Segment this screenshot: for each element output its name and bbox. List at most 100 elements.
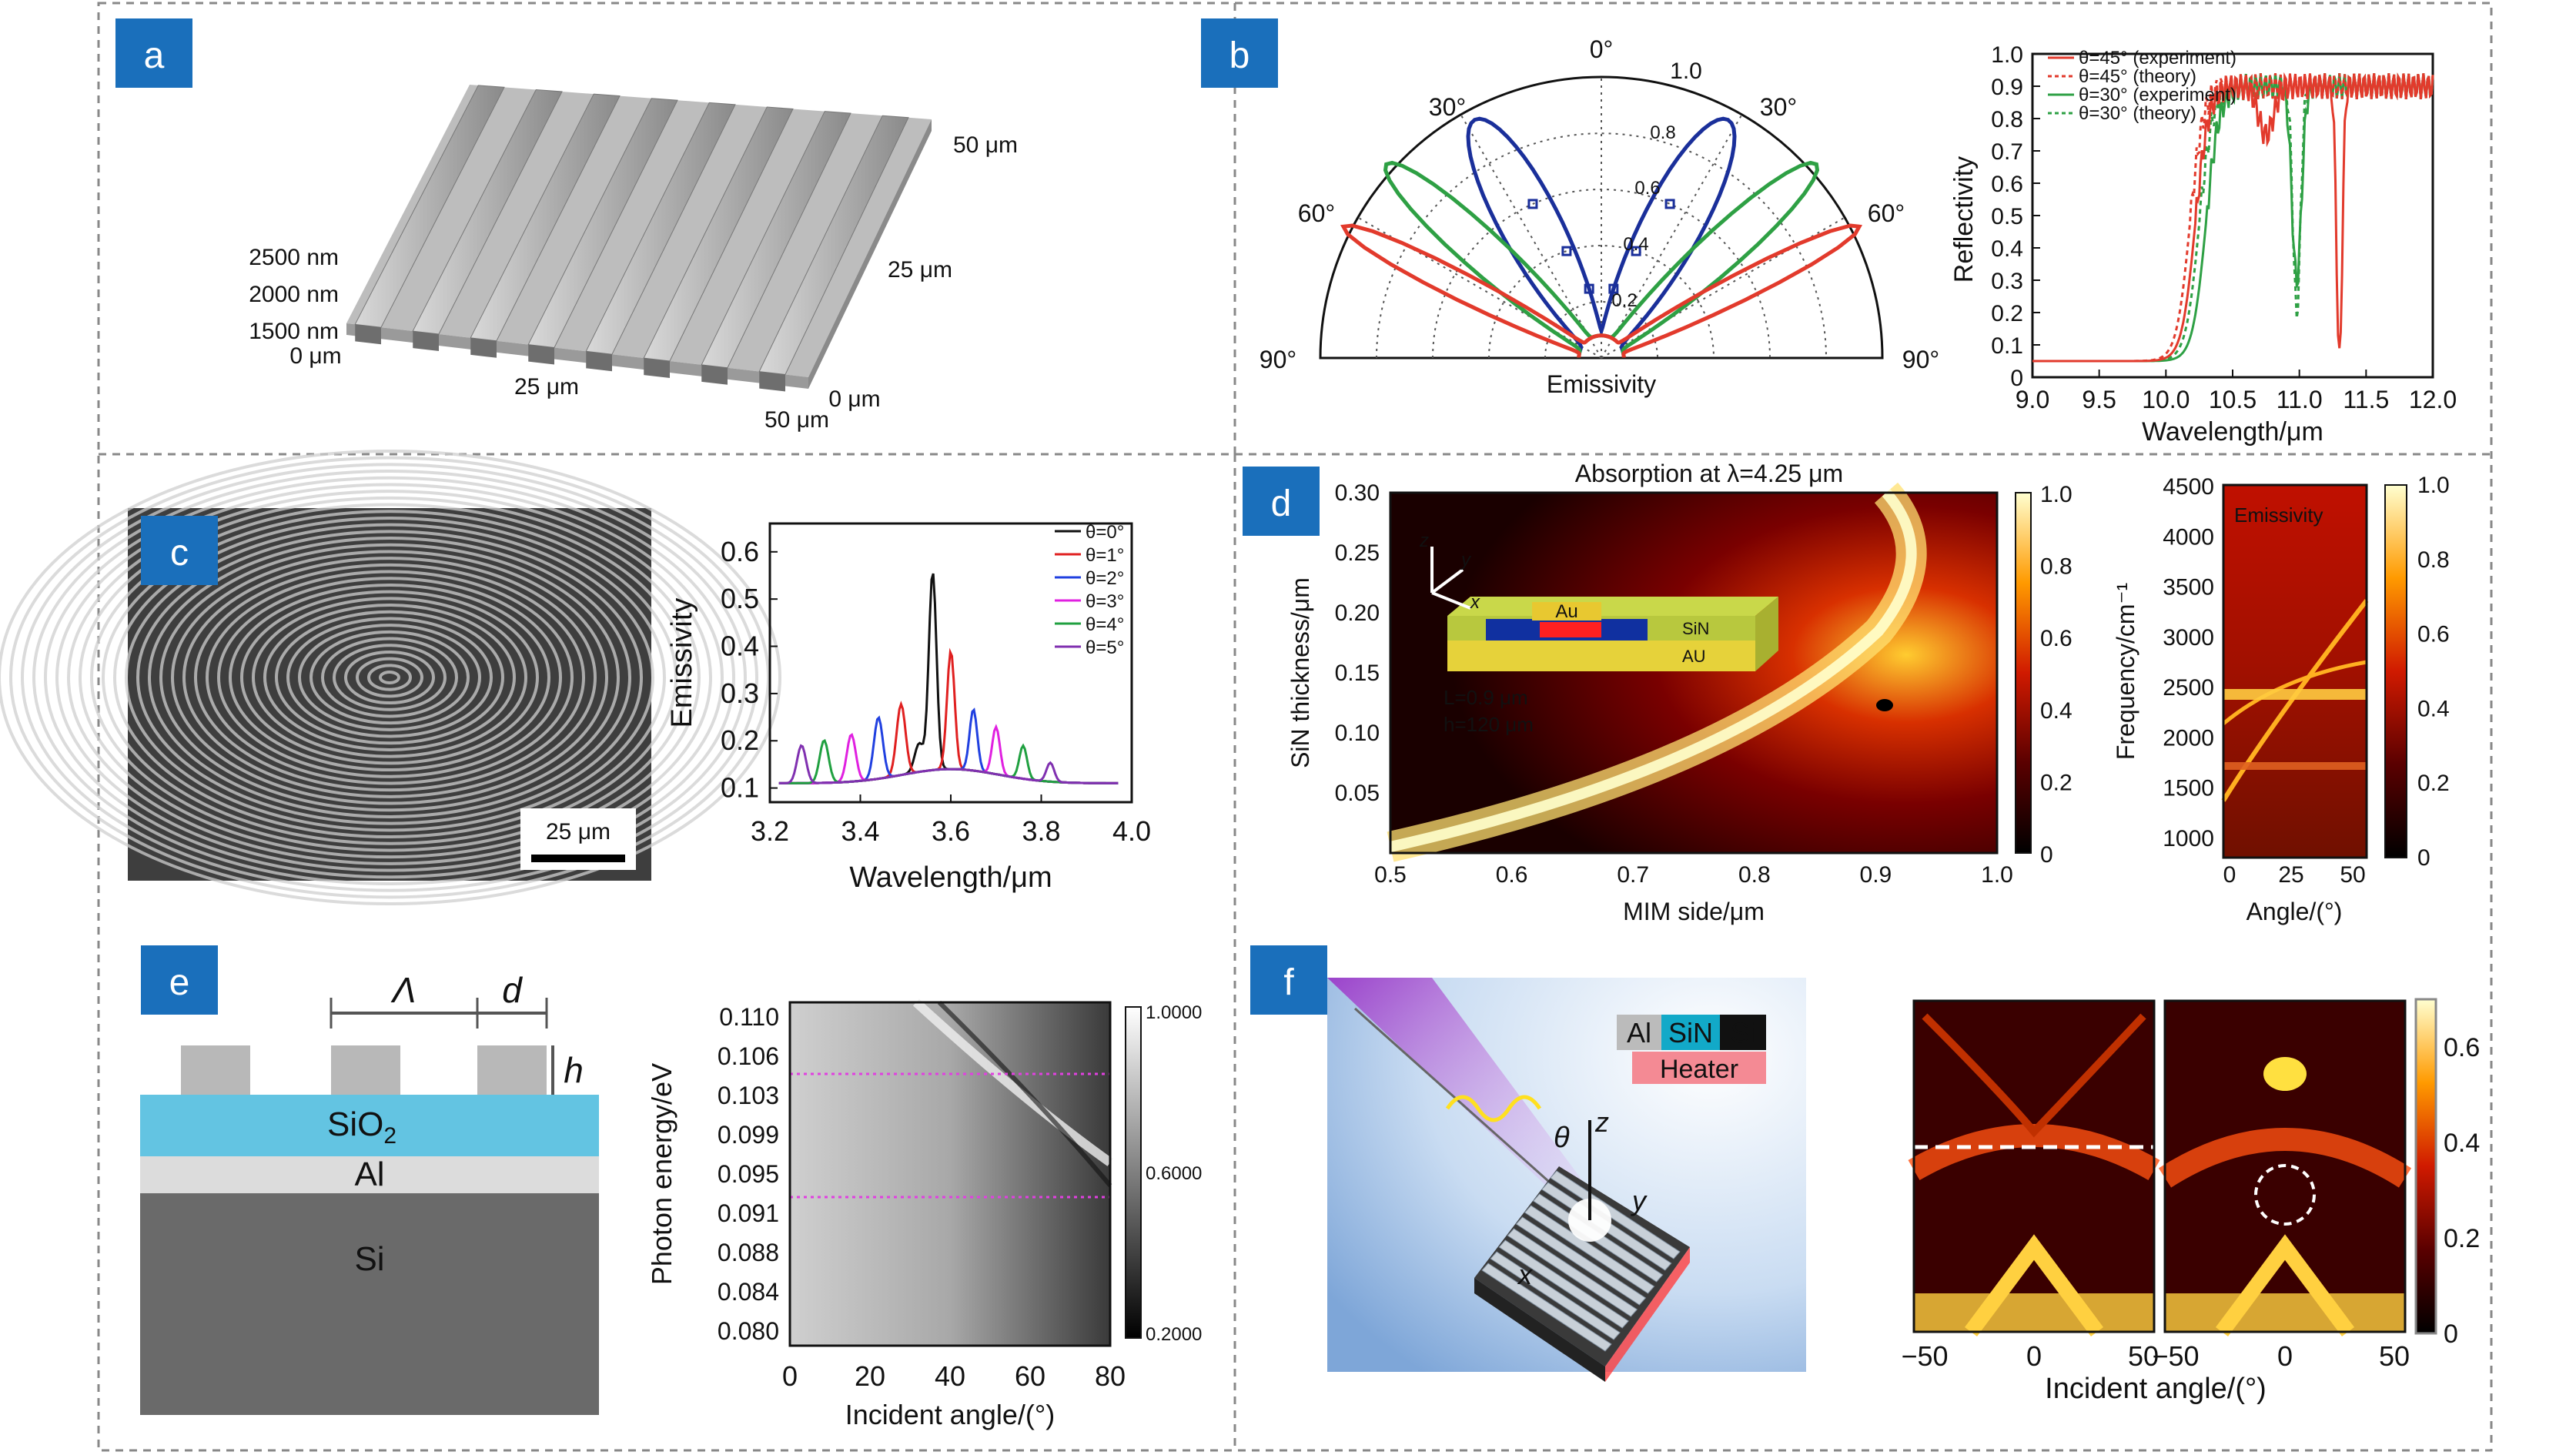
grating-ridge — [1498, 1239, 1629, 1329]
spectra-y-tick: 0.1 — [721, 772, 759, 804]
schematic-heater-label: Heater — [1660, 1055, 1738, 1084]
spectra-y-tick: 0.5 — [721, 583, 759, 614]
dispersion-y-tick: 3000 — [2163, 625, 2214, 651]
panel-e-badge — [141, 945, 218, 1015]
dispersion-y-tick: 4500 — [2163, 474, 2214, 500]
absorption-colorbar-tick: 0.6 — [2040, 626, 2073, 651]
mim-inset-schematic — [1430, 547, 1778, 671]
spectra-xlabel: Wavelength/μm — [849, 861, 1052, 894]
grating-ring — [21, 463, 758, 892]
absorption-map — [1387, 482, 1999, 862]
dispersion-colorbar-tick: 0.6 — [2417, 622, 2450, 647]
dispersion-colorbar-f — [2414, 998, 2437, 1335]
dispersion-y-tick: 4000 — [2163, 524, 2214, 550]
dispersion-x-tick: 0 — [2223, 862, 2236, 888]
grating-ridge — [1481, 1263, 1612, 1352]
schematic-z-label: z — [1594, 1106, 1609, 1138]
polar-angle-30-right: 30° — [1760, 93, 1797, 121]
grating-ring — [217, 577, 562, 778]
absorption-x-tick: 0.5 — [1374, 862, 1407, 888]
dispersion-colorbar-tick: 1.0 — [2417, 473, 2450, 498]
grating-ring — [298, 624, 481, 731]
grating-ring — [356, 657, 423, 698]
refl-legend-entry: θ=30° (theory) — [2079, 103, 2196, 124]
panel-f: Al SiN Si Heater θ z y x f — [1250, 945, 2480, 1405]
spectra-x-tick: 3.8 — [1022, 815, 1060, 847]
polar-grid-spoke — [1357, 216, 1602, 359]
grating-ridge-face — [759, 371, 785, 392]
absorption-y-tick: 0.15 — [1335, 661, 1380, 686]
grating-ridge-face — [470, 337, 497, 358]
spectra-legend-entry: θ=0° — [1086, 522, 1124, 543]
schematic-y-label: y — [1630, 1185, 1648, 1216]
refl-y-tick: 1.0 — [1991, 42, 2023, 68]
refl-y-tick: 0 — [2010, 366, 2023, 391]
refl-x-tick: 10.5 — [2209, 386, 2257, 413]
angle-energy-y-tick: 0.084 — [718, 1278, 779, 1306]
schematic-sin-label: SiN — [1668, 1017, 1713, 1049]
panel-c-badge — [141, 516, 218, 585]
angle-energy-colorbar-tick: 0.6000 — [1146, 1163, 1202, 1184]
angle-energy-y-tick: 0.095 — [718, 1160, 779, 1188]
inset-sin-label: SiN — [1682, 619, 1709, 638]
period-label: Λ — [390, 970, 417, 1010]
x-tick-50: 50 μm — [764, 407, 829, 433]
dispersion-y-tick: 2000 — [2163, 725, 2214, 751]
absorption-colorbar-tick: 0.2 — [2040, 770, 2073, 795]
angle-energy-colorbar-tick: 0.2000 — [1146, 1324, 1202, 1345]
polar-marker-blue — [1608, 283, 1619, 294]
spectra-series-line — [778, 724, 1119, 784]
grating-ridge-face — [644, 358, 670, 378]
refl-x-tick: 11.5 — [2343, 386, 2389, 413]
polar-grid-circle — [1488, 245, 1715, 359]
dispersion-x-tick: 50 — [2340, 862, 2365, 888]
refl-y-tick: 0.2 — [1991, 301, 2023, 326]
grating-ring — [159, 543, 620, 812]
grating-ring — [333, 644, 447, 711]
absorption-x-tick: 1.0 — [1981, 862, 2013, 888]
dispersion-f-x-tick: −50 — [1901, 1340, 1948, 1372]
spectra-x-tick: 3.4 — [841, 815, 879, 847]
refl-legend-entry: θ=30° (experiment) — [2079, 85, 2236, 105]
polar-radial-0.6: 0.6 — [1634, 178, 1660, 199]
grating-ring — [321, 637, 458, 718]
grating-ring — [102, 510, 677, 845]
y-tick-0: 0 μm — [828, 386, 880, 412]
dispersion-ylabel: Frequency/cm⁻¹ — [2112, 583, 2139, 760]
grating-ring — [9, 456, 770, 899]
spectra-legend-entry: θ=4° — [1086, 614, 1124, 635]
z-tick-2500: 2500 nm — [249, 245, 339, 270]
dispersion-y-tick: 1500 — [2163, 776, 2214, 801]
grating-ridge-face — [413, 331, 439, 351]
angle-energy-xlabel: Incident angle/(°) — [845, 1399, 1055, 1430]
inset-au2-label: AU — [1682, 647, 1706, 666]
dispersion-f-x-tick: 0 — [2026, 1340, 2042, 1372]
refl-y-tick: 0.5 — [1991, 204, 2023, 229]
absorption-colorbar-tick: 1.0 — [2040, 482, 2073, 507]
angle-energy-x-tick: 80 — [1095, 1360, 1126, 1392]
grating-ridge — [1550, 1170, 1681, 1259]
dispersion-colorbar-tick: 0.8 — [2417, 547, 2450, 573]
panel-a: a 2500 nm 2000 nm 1500 nm 0 μm 25 μm 50 … — [115, 18, 1018, 433]
spectra-x-tick: 4.0 — [1112, 815, 1151, 847]
spectra-y-tick: 0.6 — [721, 536, 759, 567]
height-label: h — [564, 1050, 584, 1090]
dispersion-colorbar — [2384, 484, 2407, 858]
absorption-map-title: Absorption at λ=4.25 μm — [1575, 460, 1843, 487]
panel-f-label: f — [1283, 962, 1294, 1003]
polar-grid-spoke — [1460, 114, 1602, 359]
absorption-y-tick: 0.05 — [1335, 781, 1380, 806]
dispersion-y-tick: 1000 — [2163, 826, 2214, 851]
absorption-colorbar-tick: 0.8 — [2040, 554, 2073, 580]
refl-y-tick: 0.3 — [1991, 269, 2023, 294]
spectra-series-line — [778, 738, 1119, 784]
angle-energy-colorbar — [1125, 1006, 1142, 1339]
dispersion-colorbar-tick: 0 — [2417, 845, 2430, 871]
si-label: Si — [354, 1240, 384, 1278]
grating-ring — [229, 583, 550, 772]
panel-d-badge — [1243, 467, 1320, 536]
absorption-colorbar-tick: 0.4 — [2040, 698, 2073, 724]
z-tick-2000: 2000 nm — [249, 282, 339, 307]
grating-ring — [136, 530, 643, 825]
x-tick-25: 25 μm — [514, 374, 579, 400]
